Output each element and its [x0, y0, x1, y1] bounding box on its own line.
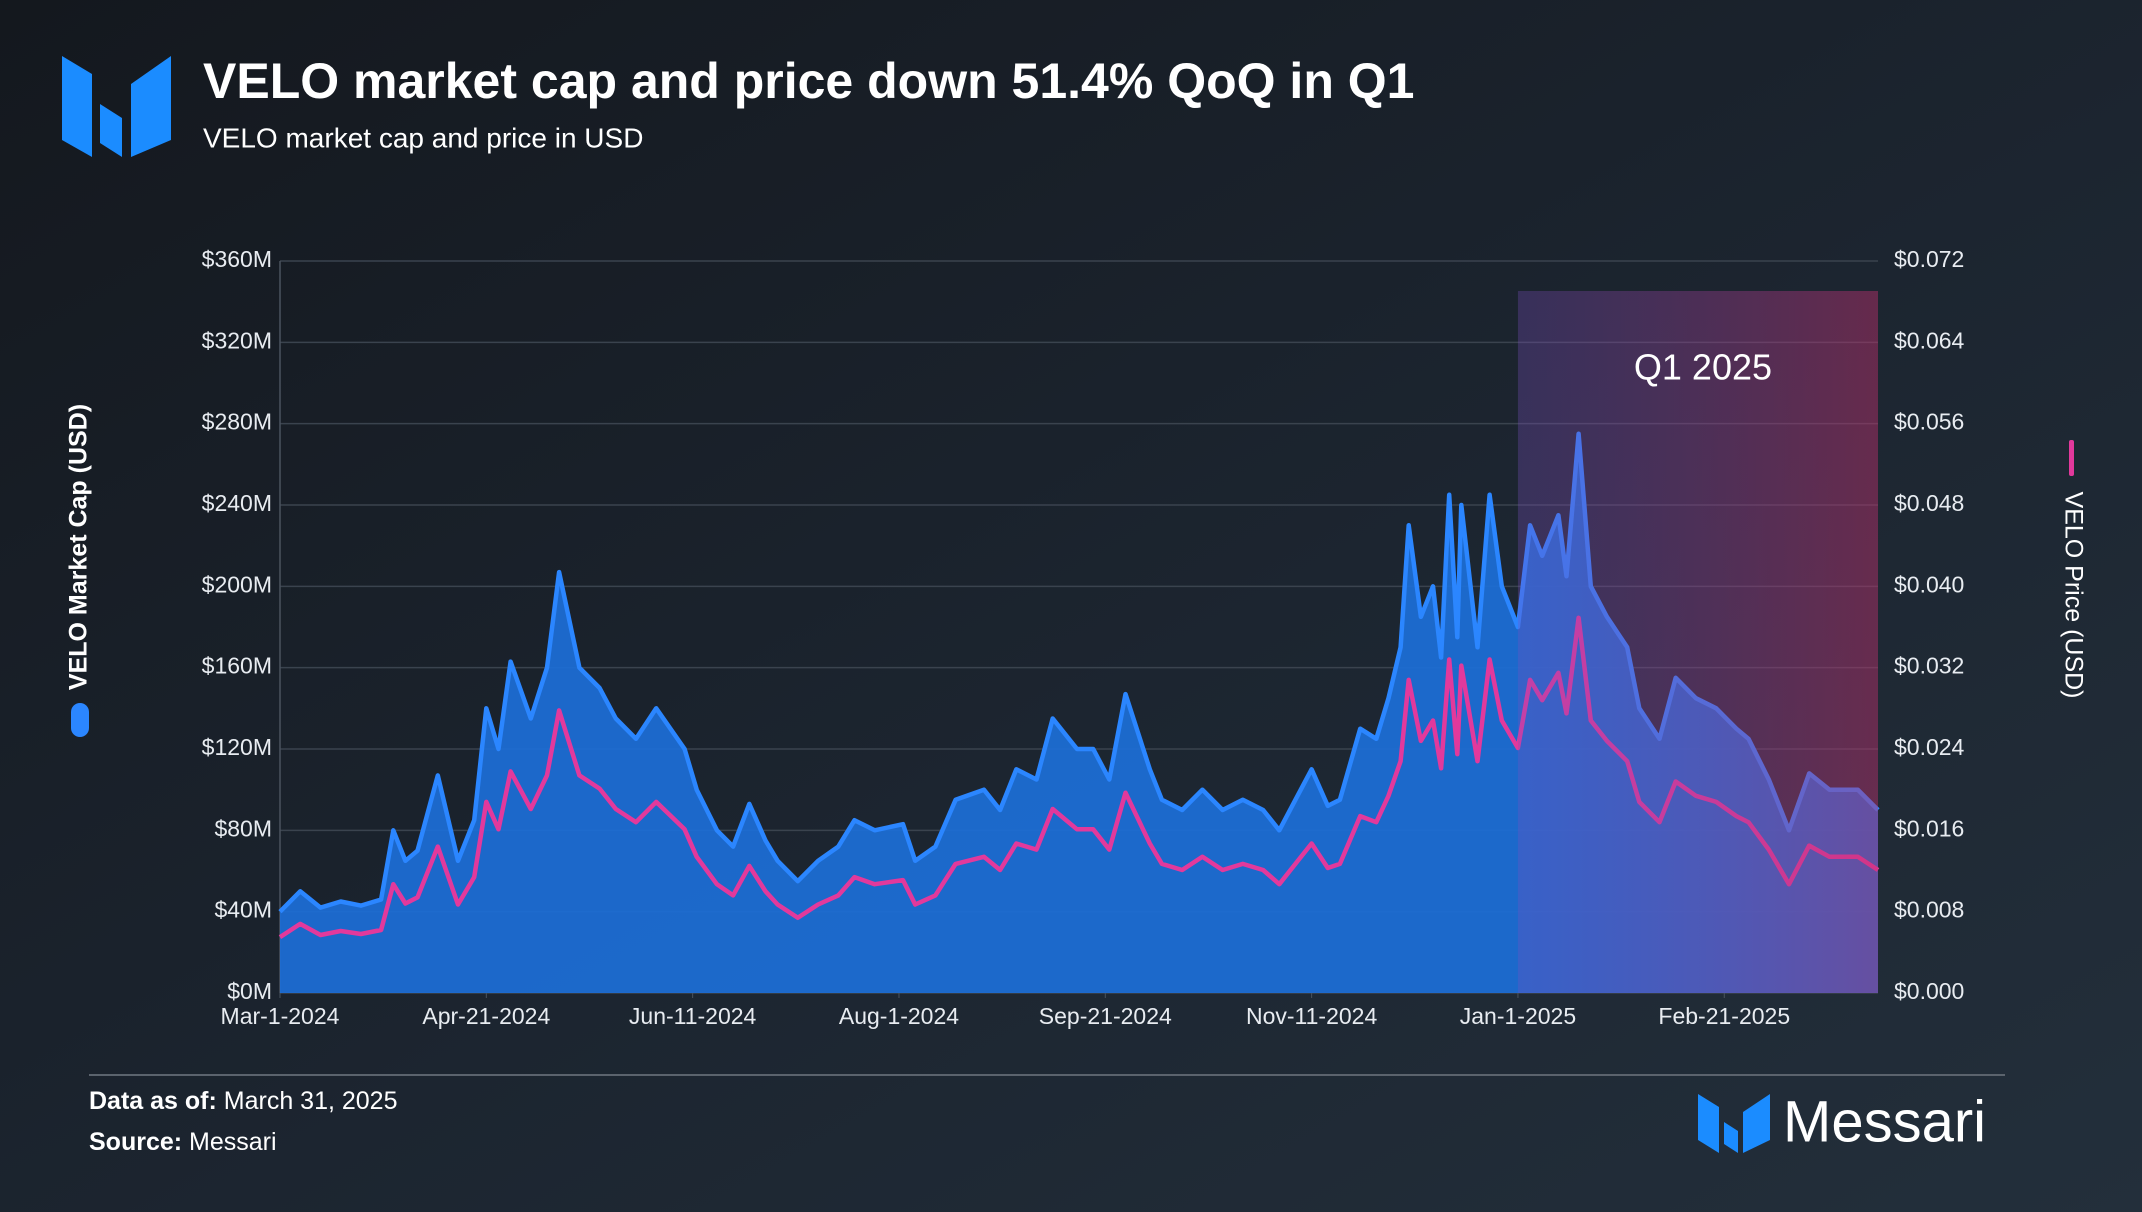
x-tick-label: Apr-21-2024 [422, 1003, 550, 1029]
y-tick-label: $80M [214, 815, 272, 841]
source-value: Messari [189, 1128, 277, 1156]
y-tick-label: $0M [227, 978, 272, 1004]
y2-tick-label: $0.024 [1894, 734, 1965, 760]
y-tick-label: $40M [214, 897, 272, 923]
y2-tick-label: $0.040 [1894, 571, 1964, 597]
y-tick-label: $160M [202, 653, 272, 679]
brand-icon [1698, 1094, 1770, 1153]
x-tick-label: Jan-1-2025 [1460, 1003, 1576, 1029]
x-tick-label: Mar-1-2024 [221, 1003, 340, 1029]
y-tick-label: $200M [202, 571, 272, 597]
source-label: Source: [89, 1128, 182, 1156]
y-tick-label: $280M [202, 409, 272, 435]
y2-tick-label: $0.000 [1894, 978, 1964, 1004]
y2-tick-label: $0.064 [1894, 327, 1965, 353]
y-tick-label: $120M [202, 734, 272, 760]
area [280, 433, 1878, 993]
y2-tick-label: $0.048 [1894, 490, 1964, 516]
y2-tick-label: $0.016 [1894, 815, 1964, 841]
y-tick-label: $320M [202, 327, 272, 353]
y2-tick-label: $0.008 [1894, 897, 1964, 923]
y-tick-label: $360M [202, 246, 272, 272]
x-tick-label: Feb-21-2025 [1658, 1003, 1790, 1029]
chart-subtitle: VELO market cap and price in USD [203, 122, 643, 153]
legend: VELO Market Cap (USD) VELO Price (USD) [65, 404, 2087, 737]
y-tick-label: $240M [202, 490, 272, 516]
brand-name: Messari [1783, 1089, 1986, 1154]
data-as-of: Data as of: March 31, 2025 [89, 1087, 397, 1115]
chart-title: VELO market cap and price down 51.4% QoQ… [203, 53, 1414, 109]
y2-tick-label: $0.032 [1894, 653, 1964, 679]
data-as-of-value: March 31, 2025 [224, 1087, 398, 1115]
x-tick-label: Aug-1-2024 [839, 1003, 959, 1029]
annotation: Q1 2025 [1634, 347, 1772, 388]
legend-label: VELO Price (USD) [2059, 492, 2087, 699]
logo-icon [62, 56, 171, 157]
y2-tick-label: $0.056 [1894, 409, 1964, 435]
x-tick-label: Jun-11-2024 [629, 1003, 757, 1029]
source: Source: Messari [89, 1128, 277, 1156]
highlight-region [1517, 291, 1878, 993]
x-tick-label: Nov-11-2024 [1246, 1003, 1377, 1029]
legend-swatch [2069, 440, 2074, 476]
data-as-of-label: Data as of: [89, 1087, 217, 1115]
legend-label: VELO Market Cap (USD) [65, 404, 93, 690]
legend-swatch [71, 703, 89, 737]
y2-tick-label: $0.072 [1894, 246, 1964, 272]
plot-area: $0M $40M $80M $120M $160M $200M $240M $280M $320… [65, 246, 2088, 1029]
x-tick-label: Sep-21-2024 [1039, 1003, 1172, 1029]
